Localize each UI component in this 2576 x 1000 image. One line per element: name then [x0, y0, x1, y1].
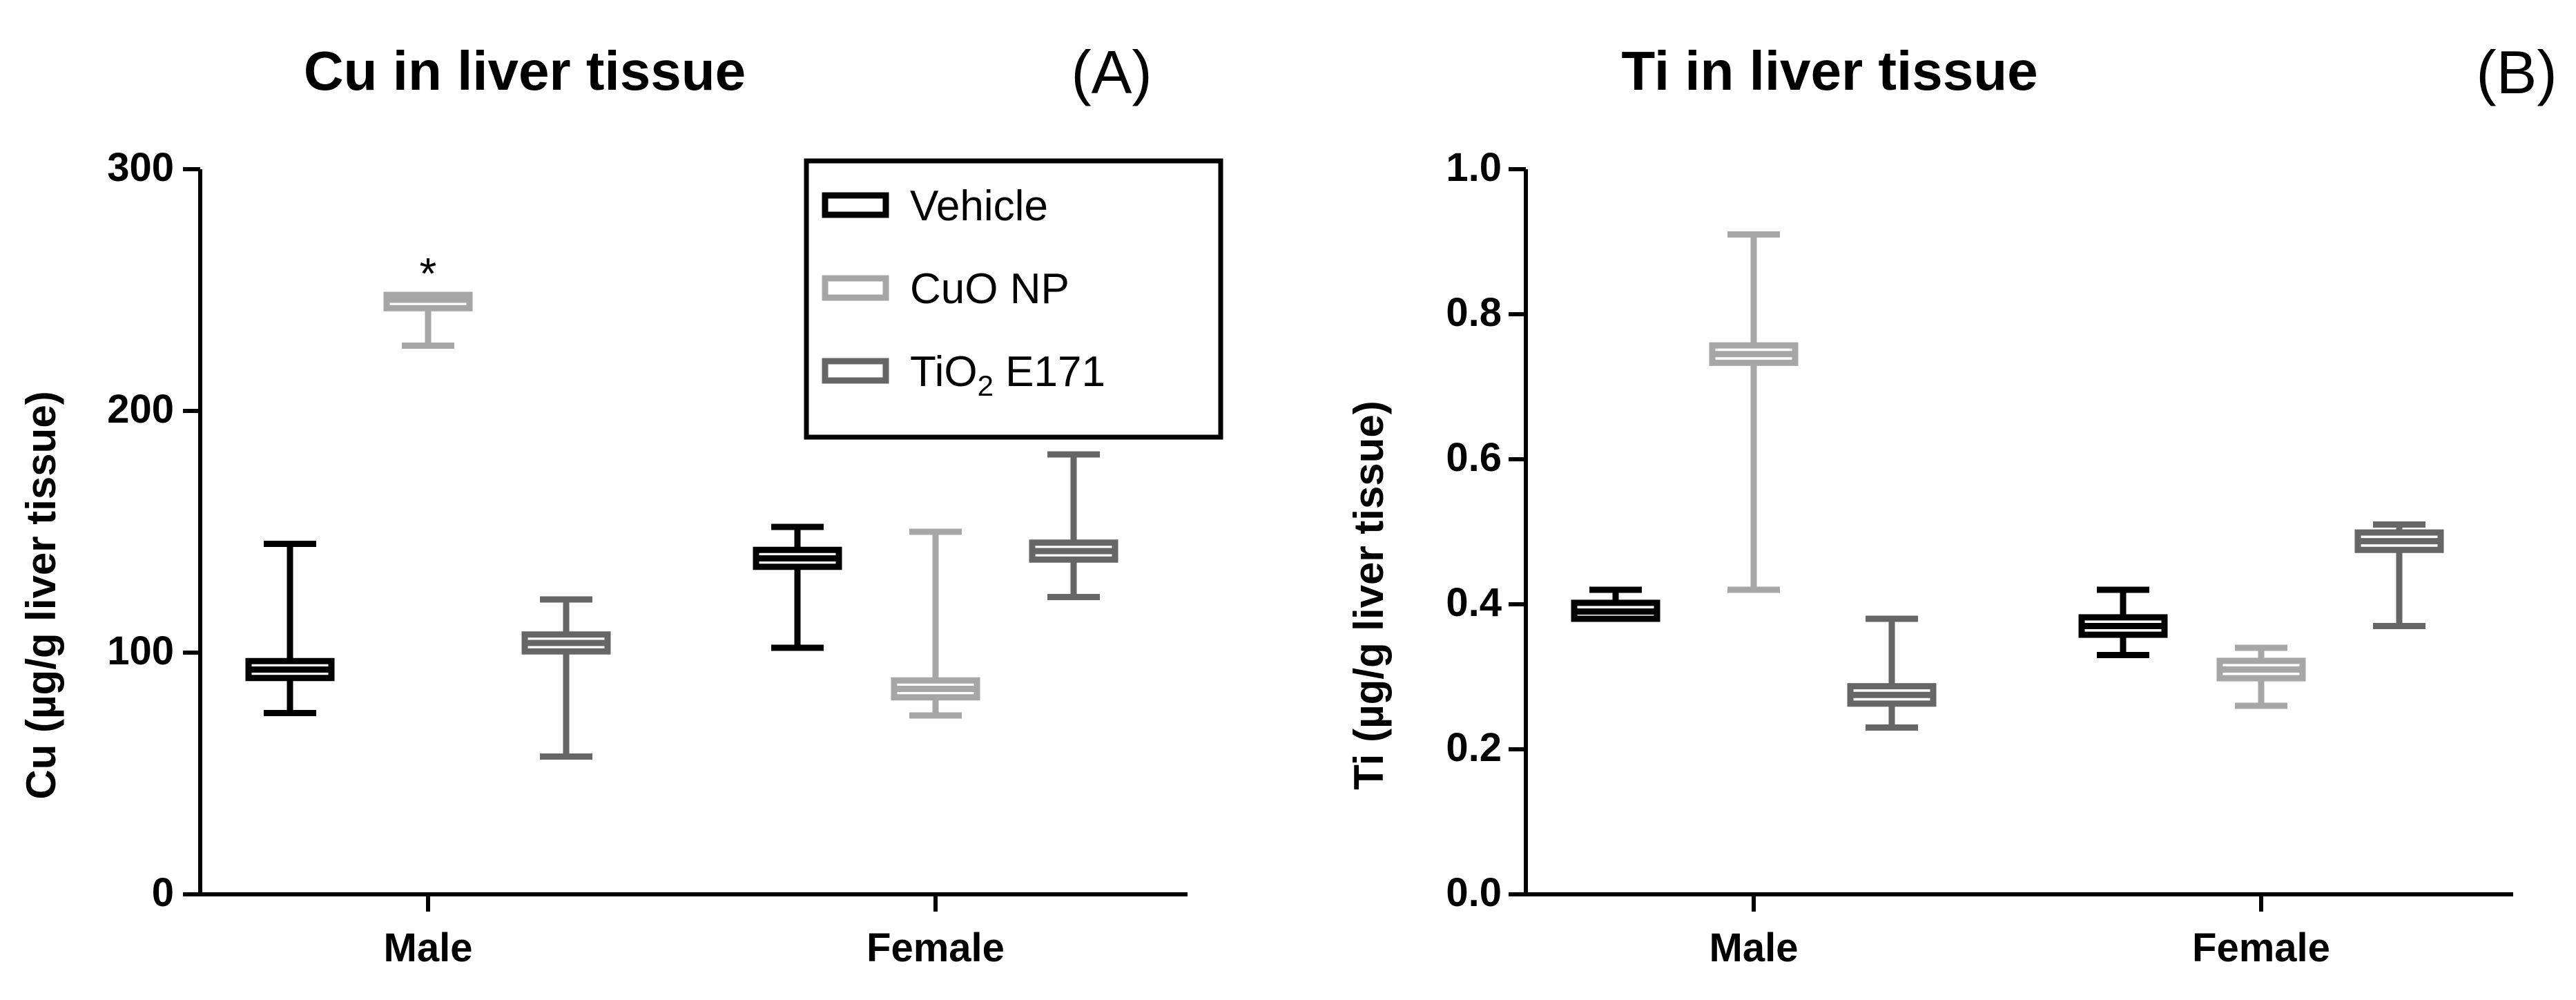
panel-b: Ti in liver tissue (B) Ti (µg/g liver ti… — [1346, 38, 2557, 970]
box-tio2-e171-female — [2354, 521, 2444, 629]
legend-label-cuo-np: CuO NP — [910, 265, 1069, 313]
panel-a-significance-marker: * — [420, 249, 437, 298]
panel-b-ytick: 0.8 — [1446, 290, 1502, 335]
box-cuo-np-male — [1709, 231, 1799, 593]
legend-label-tio2-e171: TiO2 E171 — [910, 348, 1105, 402]
box-vehicle-female — [753, 523, 842, 651]
panel-b-ylabel: Ti (µg/g liver tissue) — [1346, 401, 1392, 790]
panel-b-yticks: 0.0 0.2 0.4 0.6 0.8 1.0 — [1446, 145, 1502, 915]
box-tio2-e171-male — [1847, 615, 1937, 731]
box-tio2-e171-male — [521, 596, 611, 760]
panel-a-title: Cu in liver tissue — [304, 40, 746, 102]
subscript: 2 — [978, 369, 994, 402]
legend: Vehicle CuO NP TiO2 E171 — [804, 158, 1223, 440]
panel-b-boxes — [1571, 231, 2444, 731]
panel-b-axes — [1509, 167, 2513, 912]
box-vehicle-female — [2078, 586, 2168, 658]
panel-a-xtick-label: Male — [384, 925, 473, 970]
panel-a-letter: (A) — [1071, 38, 1152, 106]
box-cuo-np-female — [2216, 644, 2306, 709]
panel-b-title: Ti in liver tissue — [1621, 40, 2037, 102]
panel-a-yticks: 0 100 200 300 — [107, 145, 174, 915]
box-vehicle-male — [245, 541, 335, 716]
box-tio2-e171-female — [1029, 451, 1118, 600]
panel-b-letter: (B) — [2476, 38, 2557, 106]
panel-a-xtick-label: Female — [866, 925, 1005, 970]
panel-a-ytick: 200 — [107, 387, 174, 432]
box-cuo-np-female — [891, 528, 980, 719]
panel-b-xtick-label: Male — [1710, 925, 1799, 970]
panel-b-ytick: 0.6 — [1446, 435, 1502, 480]
box-vehicle-male — [1571, 586, 1660, 622]
legend-label-vehicle: Vehicle — [910, 182, 1048, 230]
panel-b-ytick: 0.2 — [1446, 725, 1502, 770]
legend-swatch-tio2-e171 — [822, 358, 889, 384]
legend-swatch-cuo-np — [822, 275, 889, 301]
panel-a-ytick: 100 — [107, 628, 174, 673]
panel-a-ylabel: Cu (µg/g liver tissue) — [18, 391, 64, 799]
legend-swatch-vehicle — [822, 192, 889, 218]
panel-b-ytick: 0.4 — [1446, 580, 1502, 625]
panel-a-axes — [183, 167, 1188, 912]
panel-a-ytick: 300 — [107, 145, 174, 190]
panel-a: Cu in liver tissue (A) Cu (µg/g liver ti… — [18, 38, 1223, 970]
box-cuo-np-male — [383, 291, 473, 349]
panel-b-xtick-label: Female — [2192, 925, 2330, 970]
panel-a-ytick: 0 — [152, 870, 174, 915]
panel-b-ytick: 0.0 — [1446, 870, 1502, 915]
panel-b-ytick: 1.0 — [1446, 145, 1502, 190]
panel-a-boxes — [245, 291, 1118, 760]
